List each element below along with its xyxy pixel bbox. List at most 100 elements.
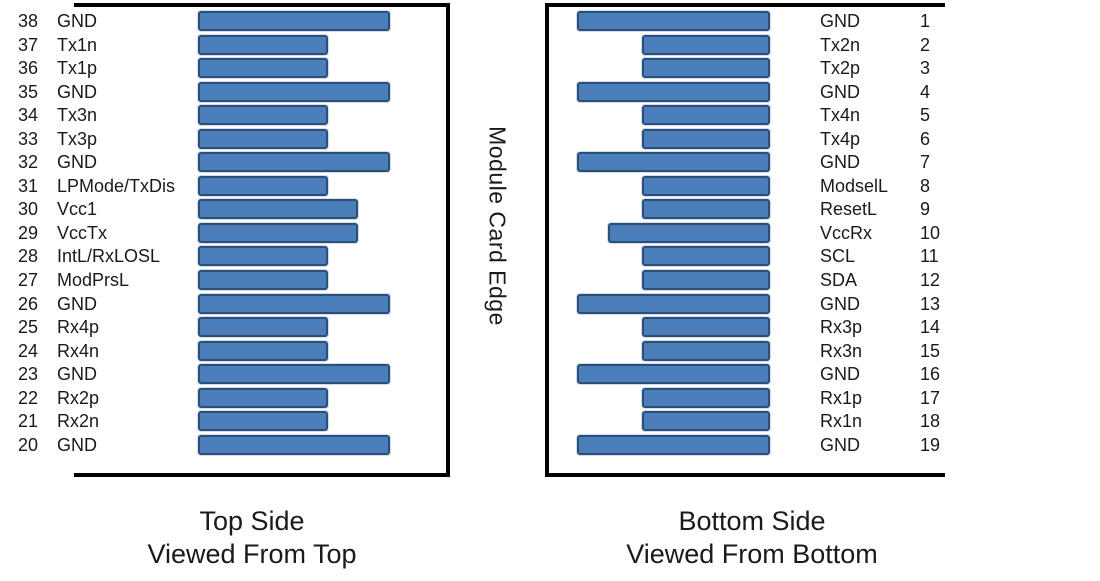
pin-number: 4 — [920, 81, 931, 102]
pin-name: ModPrsL — [57, 270, 130, 291]
pin-row: 26 GND — [0, 293, 450, 314]
pin-name: Rx1p — [820, 387, 863, 408]
pin-bar — [608, 222, 770, 243]
pin-row: 11 SCL — [545, 246, 1100, 267]
pin-bar — [198, 222, 358, 243]
pin-row: 1 GND — [545, 11, 1100, 31]
pin-row: 21 Rx2n — [0, 411, 450, 432]
bottom-side-pin-rows: 1 GND 2 Tx2n 3 Tx2p 4 GND 5 Tx4n 6 Tx4p 7 GND 8 ModselL… — [545, 11, 1100, 455]
pin-row: 3 Tx2p — [545, 58, 1100, 79]
pin-bar — [577, 364, 770, 385]
pin-number: 7 — [920, 152, 931, 173]
pin-number: 20 — [18, 434, 39, 455]
pin-name: GND — [820, 364, 860, 385]
pin-name: Tx2n — [820, 34, 861, 55]
caption-line-2: Viewed From Bottom — [626, 539, 878, 569]
pin-bar — [577, 434, 770, 455]
pin-bar — [642, 199, 770, 220]
pin-row: 31 LPMode/TxDis — [0, 175, 450, 196]
pin-row: 20 GND — [0, 434, 450, 455]
pin-bar — [198, 175, 328, 196]
caption-line-2: Viewed From Top — [147, 539, 357, 569]
pin-name: GND — [57, 293, 97, 314]
pin-row: 35 GND — [0, 81, 450, 102]
pin-row: 32 GND — [0, 152, 450, 173]
pin-number: 34 — [18, 105, 39, 126]
pin-bar — [198, 81, 390, 102]
pin-name: Rx4p — [57, 317, 100, 338]
pin-row: 4 GND — [545, 81, 1100, 102]
pin-bar — [198, 105, 328, 126]
pin-row: 19 GND — [545, 434, 1100, 455]
pin-row: 9 ResetL — [545, 199, 1100, 220]
top-side-caption: Top Side Viewed From Top — [62, 505, 442, 571]
pin-number: 15 — [920, 340, 941, 361]
pin-bar — [642, 387, 770, 408]
pin-number: 2 — [920, 34, 931, 55]
pin-bar — [577, 293, 770, 314]
pin-number: 9 — [920, 199, 931, 220]
pin-number: 33 — [18, 128, 39, 149]
pin-row: 30 Vcc1 — [0, 199, 450, 220]
pin-name: GND — [57, 11, 97, 31]
pin-name: VccTx — [57, 222, 108, 243]
pin-bar — [198, 317, 328, 338]
pin-name: ModselL — [820, 175, 889, 196]
pin-bar — [642, 411, 770, 432]
pin-bar — [577, 81, 770, 102]
pin-number: 10 — [920, 222, 941, 243]
pin-name: Tx1p — [57, 58, 98, 79]
pin-row: 23 GND — [0, 364, 450, 385]
pin-bar — [642, 58, 770, 79]
pin-bar — [198, 246, 328, 267]
pin-row: 29 VccTx — [0, 222, 450, 243]
pin-name: LPMode/TxDis — [57, 175, 176, 196]
pin-name: Rx2p — [57, 387, 100, 408]
pin-bar — [642, 128, 770, 149]
pin-name: IntL/RxLOSL — [57, 246, 161, 267]
pin-name: SDA — [820, 270, 858, 291]
pin-name: Rx2n — [57, 411, 100, 432]
pin-name: GND — [57, 434, 97, 455]
pin-name: SCL — [820, 246, 856, 267]
pin-row: 8 ModselL — [545, 175, 1100, 196]
pin-name: Tx3p — [57, 128, 98, 149]
pin-bar — [198, 434, 390, 455]
pin-row: 17 Rx1p — [545, 387, 1100, 408]
pin-number: 16 — [920, 364, 941, 385]
pin-name: GND — [57, 364, 97, 385]
pin-bar — [642, 175, 770, 196]
pin-number: 8 — [920, 175, 931, 196]
pin-row: 10 VccRx — [545, 222, 1100, 243]
caption-line-1: Top Side — [199, 506, 305, 536]
pin-name: Rx3n — [820, 340, 863, 361]
pin-bar — [642, 340, 770, 361]
pin-number: 5 — [920, 105, 931, 126]
pin-number: 29 — [18, 222, 39, 243]
caption-line-1: Bottom Side — [678, 506, 826, 536]
bottom-side-card-outline — [545, 3, 945, 477]
pin-number: 6 — [920, 128, 931, 149]
pin-bar — [198, 293, 390, 314]
pin-number: 1 — [920, 11, 931, 31]
pin-number: 28 — [18, 246, 39, 267]
pin-bar — [642, 246, 770, 267]
pin-row: 18 Rx1n — [545, 411, 1100, 432]
pin-row: 6 Tx4p — [545, 128, 1100, 149]
pin-number: 26 — [18, 293, 39, 314]
pin-bar — [198, 11, 390, 31]
pin-name: GND — [57, 81, 97, 102]
pin-number: 38 — [18, 11, 39, 31]
pin-name: Tx1n — [57, 34, 98, 55]
pin-row: 28 IntL/RxLOSL — [0, 246, 450, 267]
pin-number: 11 — [920, 246, 939, 267]
pin-number: 32 — [18, 152, 39, 173]
pin-name: Rx1n — [820, 411, 863, 432]
pin-number: 27 — [18, 270, 39, 291]
pin-bar — [198, 128, 328, 149]
pin-row: 33 Tx3p — [0, 128, 450, 149]
pin-row: 5 Tx4n — [545, 105, 1100, 126]
pin-name: GND — [820, 11, 860, 31]
pin-number: 3 — [920, 58, 931, 79]
